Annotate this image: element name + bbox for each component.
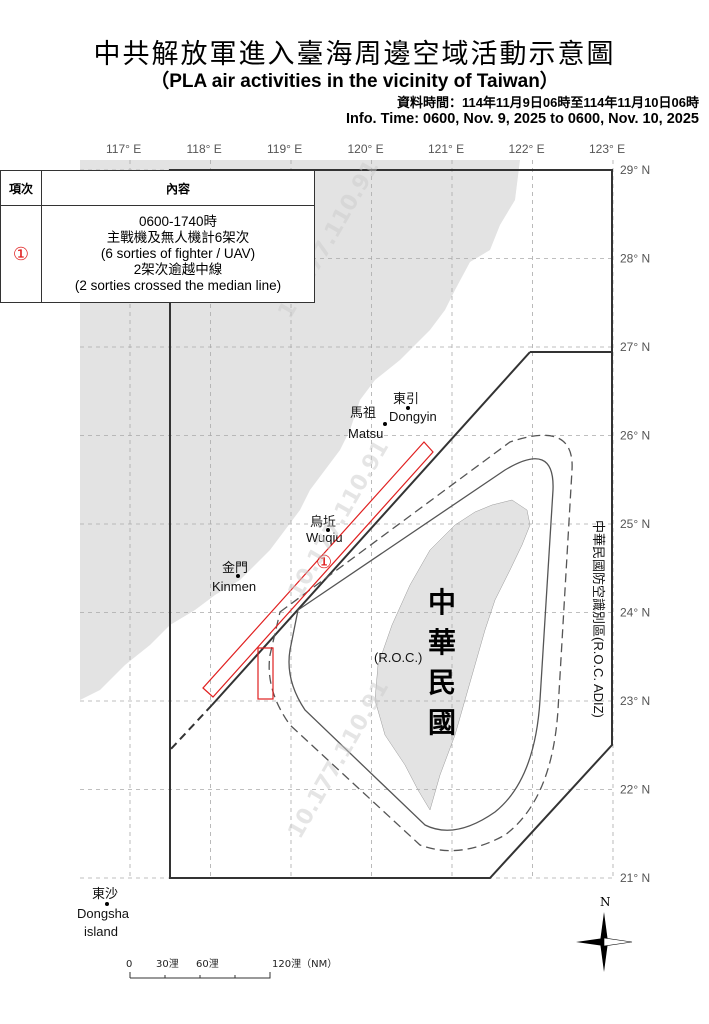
- roc-char-2: 華: [428, 626, 456, 659]
- latitude-label: 24° N: [620, 606, 650, 620]
- info-time-en: Info. Time: 0600, Nov. 9, 2025 to 0600, …: [345, 111, 699, 127]
- roc-label-en: (R.O.C.): [374, 650, 422, 665]
- kinmen-label-zh: 金門: [222, 560, 248, 575]
- latitude-label: 25° N: [620, 517, 650, 531]
- longitude-label: 119° E: [267, 142, 302, 156]
- legend-table: 項次 內容 ① 0600-1740時 主戰機及無人機計6架次 (6 sorties…: [0, 170, 315, 303]
- latitude-label: 27° N: [620, 340, 650, 354]
- roc-char-1: 中: [428, 586, 456, 619]
- taiwan-land: [374, 499, 531, 811]
- scale-tick: 60浬: [196, 957, 219, 970]
- info-time-zh: 資料時間：114年11月9日06時至114年11月10日06時: [396, 95, 699, 110]
- longitude-label: 120° E: [348, 142, 384, 156]
- latitude-label: 29° N: [620, 163, 650, 177]
- dongyin-label-en: Dongyin: [389, 409, 437, 424]
- matsu-label-en: Matsu: [348, 426, 383, 441]
- legend-marker: ①: [0, 205, 42, 303]
- legend-line: (6 sorties of fighter / UAV): [100, 246, 256, 261]
- latitude-label: 26° N: [620, 429, 650, 443]
- flight-track-area: [202, 441, 434, 698]
- adiz-boundary: [169, 169, 613, 879]
- legend-header-item: 項次: [0, 170, 42, 206]
- legend-line: (2 sorties crossed the median line): [74, 278, 282, 293]
- longitude-label: 123° E: [589, 142, 625, 156]
- longitude-label: 121° E: [428, 142, 464, 156]
- latitude-label: 28° N: [620, 252, 650, 266]
- longitude-label: 117° E: [106, 142, 141, 156]
- median-crossing-area: [257, 647, 274, 700]
- legend-line: 主戰機及無人機計6架次: [106, 230, 250, 245]
- longitude-label: 122° E: [509, 142, 545, 156]
- territorial-zone-line: [288, 458, 554, 831]
- wuqiu-label-zh: 烏坵: [310, 514, 336, 529]
- matsu-label-zh: 馬祖: [350, 405, 376, 420]
- scale-tick: 120浬（NM）: [272, 957, 337, 970]
- dongsha-label-en: Dongsha: [77, 906, 130, 921]
- latitude-label: 22° N: [620, 783, 650, 797]
- latitude-label: 23° N: [620, 694, 650, 708]
- kinmen-label-en: Kinmen: [212, 579, 256, 594]
- scale-bar: [129, 972, 271, 979]
- activity-marker: ①: [316, 552, 332, 573]
- page-title: 中共解放軍進入臺海周邊空域活動示意圖: [93, 39, 616, 70]
- latitude-label: 21° N: [620, 871, 650, 885]
- legend-header-content: 內容: [41, 170, 315, 206]
- dongsha-label-en2: island: [84, 924, 118, 939]
- legend-line: 0600-1740時: [138, 214, 218, 229]
- roc-char-3: 民: [428, 666, 456, 699]
- scale-tick: 0: [126, 959, 132, 970]
- longitude-label: 118° E: [187, 142, 222, 156]
- page-subtitle: （PLA air activities in the vicinity of T…: [150, 71, 559, 92]
- compass-rose-icon: [576, 912, 633, 972]
- scale-tick: 30浬: [156, 957, 179, 970]
- wuqiu-label-en: Wuqiu: [306, 530, 343, 545]
- compass-n: N: [600, 895, 611, 909]
- dongsha-label-zh: 東沙: [92, 886, 118, 901]
- legend-row: ① 0600-1740時 主戰機及無人機計6架次 (6 sorties of f…: [0, 205, 315, 303]
- adiz-label: 中華民國防空識別區(R.O.C. ADIZ): [591, 520, 606, 718]
- roc-char-4: 國: [428, 706, 456, 739]
- kinmen-island: [219, 571, 235, 579]
- legend-line: 2架次逾越中線: [133, 262, 223, 277]
- median-line: [211, 351, 531, 706]
- dongyin-label-zh: 東引: [393, 391, 419, 406]
